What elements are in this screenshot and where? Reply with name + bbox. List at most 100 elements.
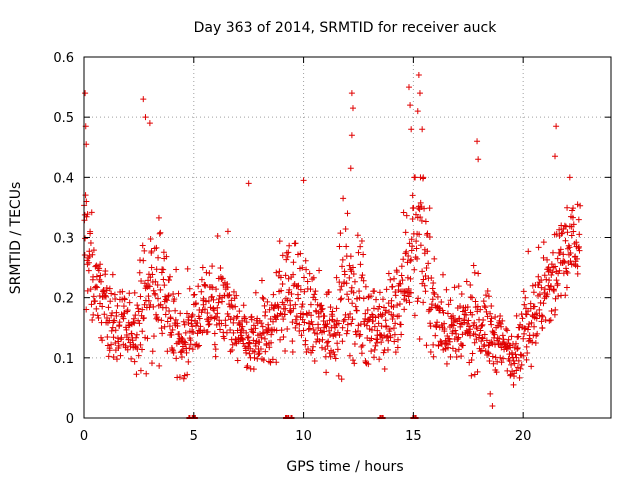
data-point xyxy=(555,270,562,277)
data-point xyxy=(282,272,289,279)
data-point xyxy=(262,348,269,355)
data-point xyxy=(536,291,543,298)
data-point xyxy=(323,339,330,346)
data-point xyxy=(549,269,556,276)
data-point xyxy=(277,336,284,343)
data-point xyxy=(206,270,213,277)
data-point xyxy=(529,282,536,289)
data-point xyxy=(198,288,205,295)
data-point xyxy=(414,108,421,115)
data-point xyxy=(521,330,528,337)
data-point xyxy=(479,321,486,328)
data-point xyxy=(552,295,559,302)
data-point xyxy=(300,177,307,184)
data-point xyxy=(444,344,451,351)
data-point xyxy=(556,267,563,274)
data-point xyxy=(563,284,570,291)
data-point xyxy=(300,327,307,334)
data-point xyxy=(276,238,283,245)
data-point xyxy=(150,287,157,294)
data-point xyxy=(140,96,147,103)
data-point xyxy=(417,199,424,206)
data-point xyxy=(258,320,265,327)
data-point xyxy=(575,216,582,223)
data-point xyxy=(295,295,302,302)
data-point xyxy=(164,348,171,355)
data-point xyxy=(275,304,282,311)
data-point xyxy=(226,291,233,298)
data-point xyxy=(373,296,380,303)
data-point xyxy=(175,290,182,297)
data-point xyxy=(335,372,342,379)
data-point xyxy=(538,277,545,284)
data-point xyxy=(425,260,432,267)
data-point xyxy=(318,306,325,313)
data-point xyxy=(131,358,138,365)
data-point xyxy=(351,360,358,367)
x-tick-label: 5 xyxy=(190,429,198,444)
data-point xyxy=(218,276,225,283)
data-point xyxy=(131,289,138,296)
data-point xyxy=(104,334,111,341)
data-point xyxy=(525,323,532,330)
data-point xyxy=(169,346,176,353)
data-point xyxy=(260,295,267,302)
data-point xyxy=(516,324,523,331)
data-point xyxy=(338,376,345,383)
data-point xyxy=(181,338,188,345)
data-point xyxy=(555,293,562,300)
data-point xyxy=(206,320,213,327)
data-point xyxy=(331,351,338,358)
data-point xyxy=(389,283,396,290)
data-point xyxy=(449,345,456,352)
data-point xyxy=(311,358,318,365)
data-point xyxy=(158,317,165,324)
data-point xyxy=(92,298,99,305)
data-point xyxy=(292,316,299,323)
data-point xyxy=(112,327,119,334)
data-point xyxy=(485,293,492,300)
data-point xyxy=(343,280,350,287)
data-point xyxy=(371,323,378,330)
data-point xyxy=(273,269,280,276)
data-point xyxy=(402,250,409,257)
data-point xyxy=(424,230,431,237)
data-point xyxy=(388,297,395,304)
data-point xyxy=(137,341,144,348)
data-point xyxy=(444,310,451,317)
data-point xyxy=(279,281,286,288)
data-point xyxy=(385,270,392,277)
data-point xyxy=(297,250,304,257)
data-point xyxy=(524,326,531,333)
data-point xyxy=(320,318,327,325)
data-point xyxy=(558,230,565,237)
data-point xyxy=(368,326,375,333)
data-point xyxy=(243,319,250,326)
data-point xyxy=(485,349,492,356)
data-point xyxy=(477,348,484,355)
data-point xyxy=(189,311,196,318)
data-point xyxy=(112,340,119,347)
data-point xyxy=(107,298,114,305)
data-point xyxy=(415,295,422,302)
data-point xyxy=(286,286,293,293)
data-point xyxy=(529,339,536,346)
data-point xyxy=(286,242,293,249)
data-point xyxy=(416,90,423,97)
data-point xyxy=(479,334,486,341)
data-point xyxy=(532,339,539,346)
data-point xyxy=(498,323,505,330)
data-point xyxy=(352,328,359,335)
data-point xyxy=(144,283,151,290)
y-axis-ticks: 0 0.1 0.2 0.3 0.4 0.5 0.6 xyxy=(53,51,611,427)
data-point xyxy=(344,210,351,217)
data-point xyxy=(93,273,100,280)
data-point xyxy=(290,259,297,266)
data-point xyxy=(456,315,463,322)
data-point xyxy=(407,289,414,296)
data-point xyxy=(250,329,257,336)
data-point xyxy=(310,326,317,333)
data-point xyxy=(413,238,420,245)
data-point xyxy=(289,319,296,326)
